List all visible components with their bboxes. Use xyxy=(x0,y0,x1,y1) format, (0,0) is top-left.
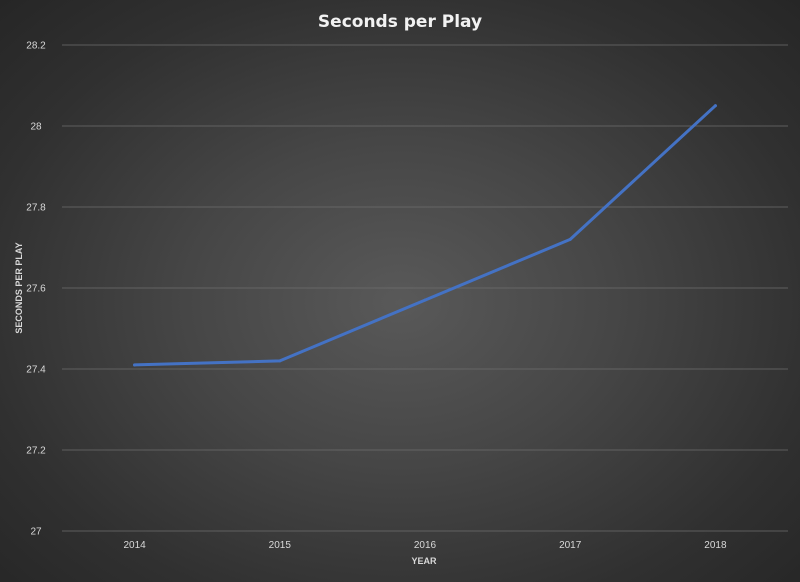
data-point xyxy=(278,359,282,363)
y-tick-label: 28 xyxy=(30,122,42,133)
chart-title: Seconds per Play xyxy=(318,12,482,32)
x-tick-label: 2015 xyxy=(269,540,292,551)
y-tick-label: 27.6 xyxy=(26,284,46,295)
x-axis-title: YEAR xyxy=(411,556,437,566)
gridlines xyxy=(62,44,788,532)
data-point xyxy=(713,104,717,108)
y-tick-label: 27.4 xyxy=(26,365,46,376)
x-tick-label: 2017 xyxy=(559,540,582,551)
x-tick-label: 2014 xyxy=(123,540,146,551)
x-tick-label: 2016 xyxy=(414,540,437,551)
x-tick-label: 2018 xyxy=(704,540,727,551)
data-point xyxy=(423,298,427,302)
y-tick-label: 27.2 xyxy=(26,446,46,457)
series-line xyxy=(133,104,717,367)
y-tick-label: 27.8 xyxy=(26,203,46,214)
y-axis-title: SECONDS PER PLAY xyxy=(14,242,24,333)
x-axis-tick-labels: 2014 2015 2016 2017 2018 xyxy=(123,540,726,551)
y-tick-label: 27 xyxy=(30,527,42,538)
y-tick-label: 28.2 xyxy=(26,41,46,52)
y-axis-tick-labels: 27 27.2 27.4 27.6 27.8 28 28.2 xyxy=(26,41,46,538)
data-point xyxy=(568,237,572,241)
data-point xyxy=(133,363,137,367)
series-group xyxy=(133,104,717,367)
